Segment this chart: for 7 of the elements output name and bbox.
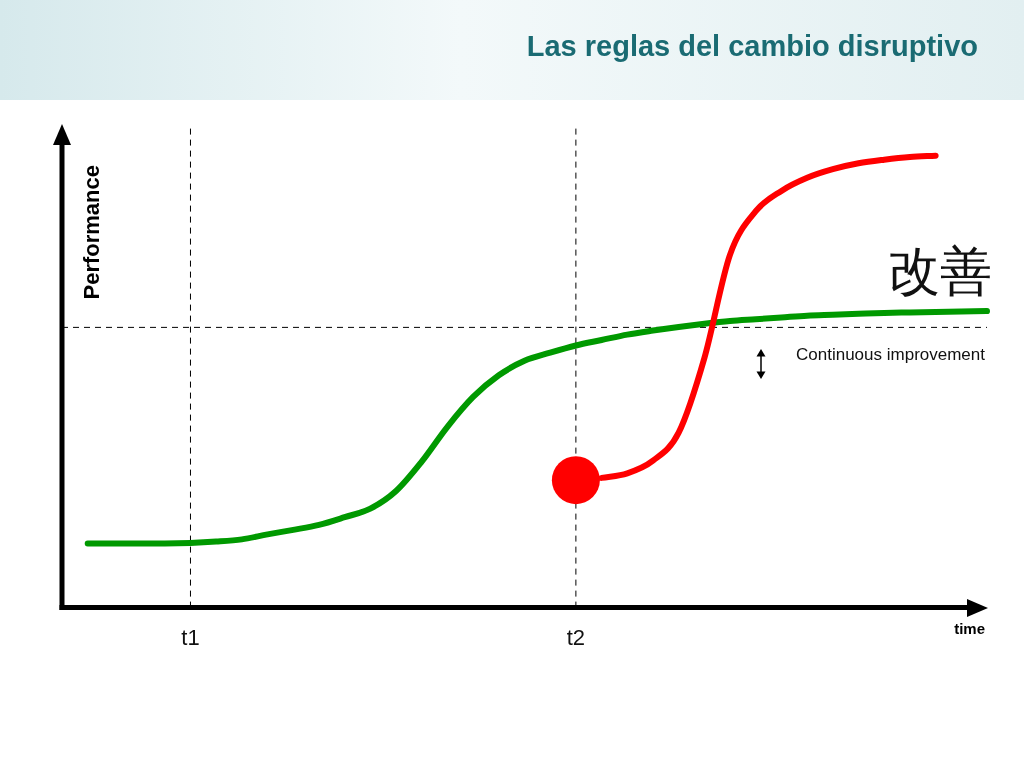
chart-title: Las reglas del cambio disruptivo [526,30,978,63]
x-axis-title: time [954,619,985,637]
annotation: Continuous improvement [796,345,986,365]
x-tick-label: t1 [181,624,200,650]
annotation: 改善 [888,240,992,301]
x-tick-label: t2 [566,624,586,650]
y-axis-title: Performance [79,165,105,300]
